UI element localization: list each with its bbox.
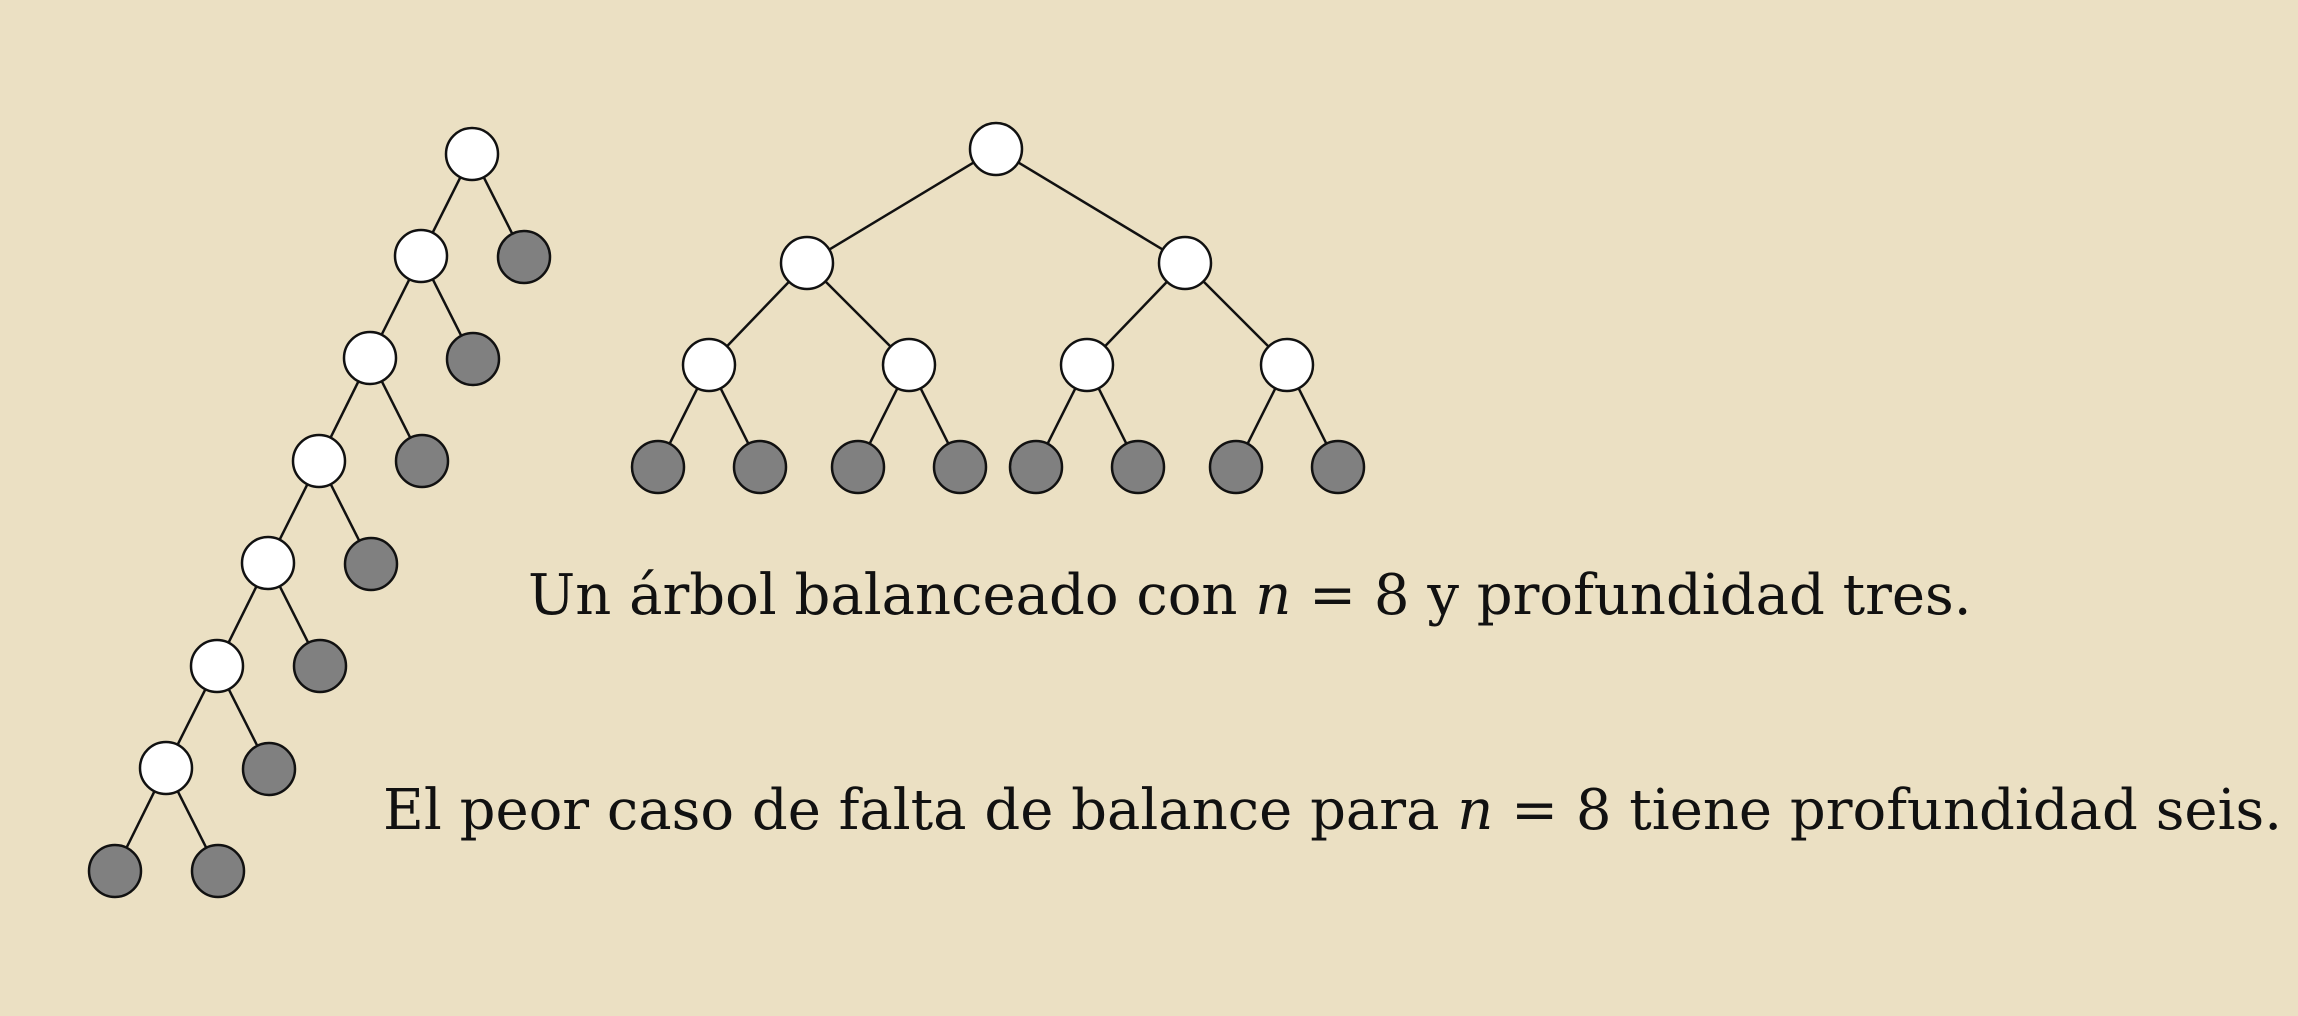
internal-node: [240, 535, 296, 591]
leaf-node: [445, 331, 501, 387]
leaf-node: [292, 638, 348, 694]
caption-variable-n: n: [1457, 778, 1494, 843]
tree-edge: [431, 278, 463, 337]
tree-edge: [1104, 280, 1168, 348]
tree-edge: [719, 387, 750, 445]
tree-edge: [329, 483, 361, 542]
caption-equals: = 8: [1493, 778, 1612, 843]
internal-node: [881, 337, 937, 393]
tree-edge: [828, 161, 975, 251]
tree-edge: [329, 380, 360, 439]
caption-equals: = 8: [1291, 563, 1410, 628]
tree-edge: [125, 790, 156, 849]
tree-edge: [278, 585, 310, 644]
leaf-node: [1110, 439, 1166, 495]
leaf-node: [830, 439, 886, 495]
tree-edge: [668, 387, 699, 445]
internal-node: [444, 126, 500, 182]
internal-node: [393, 228, 449, 284]
internal-node: [138, 740, 194, 796]
tree-edge: [1097, 387, 1128, 445]
leaf-node: [343, 536, 399, 592]
internal-node: [681, 337, 737, 393]
leaf-node: [241, 741, 297, 797]
leaf-node: [87, 843, 143, 899]
tree-edge: [1017, 161, 1164, 251]
tree-edge: [1046, 387, 1077, 445]
caption-text-before: Un árbol balanceado con: [528, 563, 1256, 628]
tree-edge: [227, 688, 259, 747]
internal-node: [1259, 337, 1315, 393]
caption-variable-n: n: [1255, 563, 1292, 628]
caption-text-before: El peor caso de falta de balance para: [383, 778, 1458, 843]
tree-edge: [1246, 387, 1277, 445]
leaf-node: [1008, 439, 1064, 495]
leaf-node: [732, 439, 788, 495]
caption-text-after: tiene profundidad seis.: [1611, 778, 2283, 843]
caption-text-after: y profundidad tres.: [1409, 563, 1972, 628]
tree-edge: [278, 483, 309, 541]
unbalanced-tree: [87, 126, 552, 899]
tree-edge: [919, 387, 950, 445]
internal-node: [1157, 235, 1213, 291]
tree-edge: [726, 280, 790, 348]
tree-edge: [868, 387, 899, 445]
balanced-tree: [630, 121, 1366, 495]
tree-edge: [431, 176, 462, 234]
leaf-node: [190, 843, 246, 899]
leaf-node: [1310, 439, 1366, 495]
internal-node: [779, 235, 835, 291]
tree-edge: [482, 176, 514, 235]
tree-edge: [1297, 387, 1328, 445]
internal-node: [342, 330, 398, 386]
internal-node: [968, 121, 1024, 177]
tree-edge: [227, 585, 258, 644]
internal-node: [291, 433, 347, 489]
leaf-node: [1208, 439, 1264, 495]
internal-node: [189, 638, 245, 694]
tree-edge: [380, 278, 411, 336]
leaf-node: [630, 439, 686, 495]
leaf-node: [394, 433, 450, 489]
tree-edge: [176, 790, 208, 849]
tree-edge: [1202, 280, 1270, 348]
balanced-tree-caption: Un árbol balanceado con n = 8 y profundi…: [528, 568, 1972, 624]
tree-edge: [176, 688, 207, 746]
unbalanced-tree-caption: El peor caso de falta de balance para n …: [383, 783, 2282, 839]
leaf-node: [496, 229, 552, 285]
tree-edge: [824, 280, 892, 348]
leaf-node: [932, 439, 988, 495]
tree-edge: [380, 380, 412, 439]
internal-node: [1059, 337, 1115, 393]
